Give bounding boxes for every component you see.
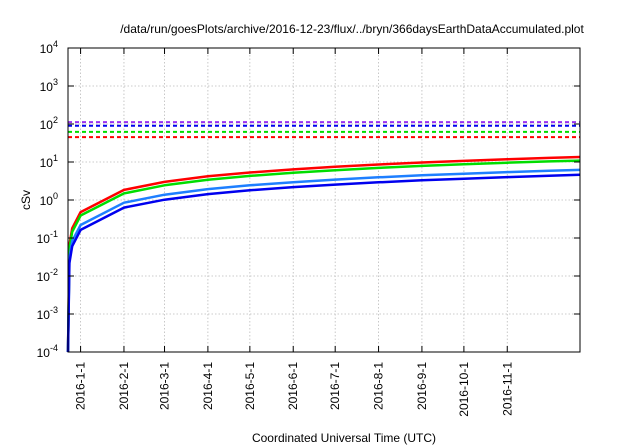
y-tick-label: 100: [40, 191, 58, 208]
x-tick-label: 2016-9-1: [415, 362, 429, 410]
x-tick-label: 2016-6-1: [286, 362, 300, 410]
blue-series-line: [66, 173, 581, 353]
x-tick-label: 2016-10-1: [457, 362, 471, 417]
x-tick-label: 2016-4-1: [201, 362, 215, 410]
threshold-lines: [68, 121, 580, 139]
red-series-line: [66, 155, 581, 353]
green-series-line: [66, 159, 581, 353]
chart-title: /data/run/goesPlots/archive/2016-12-23/f…: [120, 22, 584, 36]
x-tick-label: 2016-3-1: [158, 362, 172, 410]
y-ticks: 10-4 10-3 10-2 10-1 100 101 102 103 104: [37, 39, 580, 360]
x-tick-label: 2016-1-1: [74, 362, 88, 410]
y-axis-label: cSv: [19, 190, 33, 210]
x-tick-label: 2016-5-1: [243, 362, 257, 410]
x-tick-label: 2016-7-1: [328, 362, 342, 410]
y-tick-label: 10-2: [37, 267, 58, 284]
y-tick-label: 10-4: [37, 343, 58, 360]
x-tick-label: 2016-11-1: [500, 362, 514, 416]
x-tick-label: 2016-2-1: [117, 362, 131, 410]
series-lines: [66, 155, 581, 353]
x-ticks: 2016-1-1 2016-2-1 2016-3-1 2016-4-1 2016-5-1…: [74, 48, 514, 417]
x-axis-label: Coordinated Universal Time (UTC): [252, 431, 436, 445]
light-blue-series-line: [66, 168, 581, 353]
y-tick-label: 103: [40, 77, 58, 94]
grid: [68, 48, 580, 352]
y-tick-label: 10-1: [37, 229, 58, 246]
x-tick-label: 2016-8-1: [372, 362, 386, 410]
y-tick-label: 102: [40, 115, 58, 132]
y-tick-label: 10-3: [37, 305, 58, 322]
y-tick-label: 101: [40, 153, 58, 170]
y-tick-label: 104: [40, 39, 58, 56]
